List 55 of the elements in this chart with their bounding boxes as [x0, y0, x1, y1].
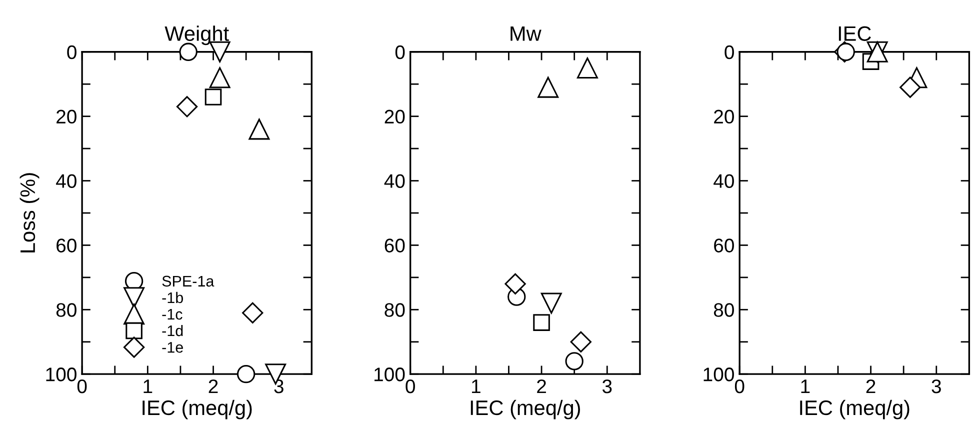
point [236, 364, 256, 384]
chart-title: Mw [510, 26, 542, 41]
x-tick-label: 1 [472, 380, 480, 394]
y-tick-label: 60 [714, 238, 734, 252]
point [204, 88, 222, 106]
y-tick-label: 80 [56, 303, 76, 317]
y-tick-label: 0 [724, 45, 734, 60]
point [176, 96, 198, 118]
legend-label: SPE-1a [162, 276, 214, 287]
legend-label: -1d [162, 324, 183, 336]
x-tick-label: 1 [144, 380, 152, 394]
point [538, 76, 559, 98]
x-tick-label: 3 [932, 379, 941, 394]
x-axis-title: IEC (meq/g) [470, 400, 580, 420]
legend-label: -1c [162, 309, 182, 320]
point [533, 314, 550, 331]
x-tick-label: 3 [602, 379, 612, 394]
point [209, 67, 230, 88]
chart-title: Weight [164, 26, 229, 46]
y-axis-title: Loss (%) [20, 173, 40, 252]
x-axis-title: IEC (meq/g) [800, 400, 910, 420]
x-tick-label: 1 [801, 380, 810, 394]
x-axis-title: IEC (meq/g) [142, 400, 252, 420]
point [540, 292, 562, 314]
point [576, 58, 598, 78]
legend-label: -1b [162, 292, 183, 304]
y-tick-label: 0 [67, 45, 76, 60]
y-tick-label: 40 [714, 174, 734, 188]
x-tick-label: 2 [537, 379, 546, 394]
y-tick-label: 80 [714, 303, 734, 317]
y-tick-label: 20 [384, 110, 405, 124]
x-tick-label: 2 [208, 379, 218, 394]
y-tick-label: 40 [56, 174, 76, 188]
y-tick-label: 60 [384, 238, 405, 252]
legend-label: -1e [162, 342, 183, 353]
y-tick-label: 100 [704, 368, 734, 382]
y-tick-label: 0 [395, 45, 405, 60]
y-tick-label: 40 [384, 174, 405, 188]
x-tick-label: 2 [866, 379, 876, 394]
x-tick-label: 0 [406, 379, 415, 394]
point [504, 273, 526, 294]
point [570, 331, 592, 352]
chart-title: IEC [838, 26, 871, 41]
y-tick-label: 80 [384, 303, 405, 317]
point [900, 76, 921, 98]
y-tick-label: 60 [56, 238, 76, 252]
y-tick-label: 100 [374, 368, 405, 382]
point [248, 118, 270, 140]
y-tick-label: 100 [46, 368, 76, 382]
point [242, 302, 264, 324]
x-tick-label: 0 [77, 379, 87, 394]
y-tick-label: 20 [714, 110, 734, 124]
point [565, 352, 584, 370]
x-tick-label: 0 [734, 379, 744, 394]
y-tick-label: 20 [56, 110, 76, 124]
